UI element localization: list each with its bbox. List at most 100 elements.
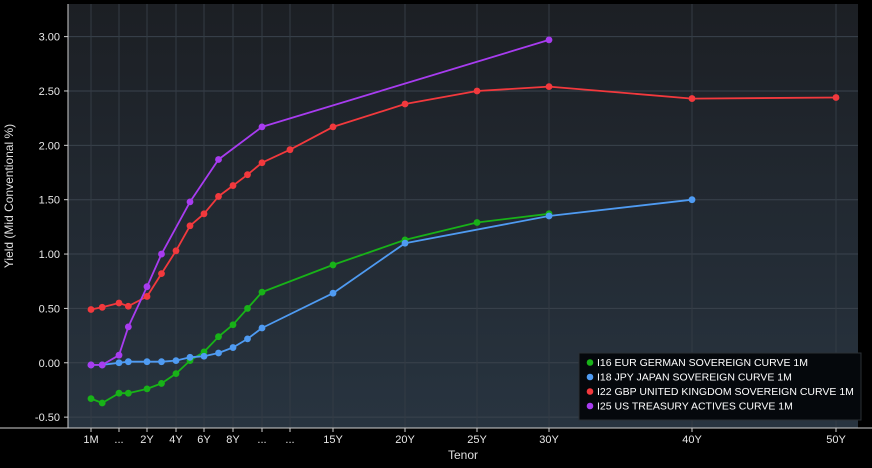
x-tick-label: 50Y: [826, 434, 846, 446]
data-point: [258, 159, 266, 167]
legend-swatch: [586, 373, 594, 381]
y-tick-label: 0.00: [39, 358, 60, 370]
series-1: [87, 210, 553, 407]
data-point: [186, 198, 194, 206]
data-point: [244, 335, 251, 343]
data-point: [172, 357, 180, 364]
legend-label: I18 JPY JAPAN SOVEREIGN CURVE 1M: [597, 372, 792, 384]
x-tick-label: 25Y: [467, 434, 487, 446]
series-line: [90, 85, 837, 311]
data-point: [186, 222, 194, 230]
x-tick-label: ...: [114, 434, 123, 446]
data-point: [229, 344, 237, 351]
data-point: [688, 95, 696, 102]
data-point: [87, 306, 95, 313]
data-point: [87, 395, 95, 403]
data-point: [172, 247, 180, 255]
x-tick-label: 4Y: [169, 434, 183, 446]
data-point: [329, 123, 337, 131]
data-point: [401, 239, 409, 247]
data-point: [143, 385, 151, 393]
data-point: [172, 370, 180, 378]
y-tick-label: 3.00: [39, 32, 60, 44]
data-point: [473, 219, 481, 226]
axes: -0.50 0.00 0.50 1.00 1.50 2.00 2.50 3.00 1M... 2Y…: [0, 4, 872, 446]
data-point: [158, 250, 165, 258]
x-tick-label: 20Y: [395, 434, 415, 446]
data-point: [98, 361, 106, 369]
data-point: [124, 323, 132, 331]
data-point: [115, 389, 123, 397]
legend-label: I22 GBP UNITED KINGDOM SOVEREIGN CURVE 1…: [597, 386, 854, 398]
x-tick-label: 30Y: [539, 434, 559, 446]
data-point: [244, 305, 251, 312]
data-point: [832, 94, 840, 101]
data-point: [473, 87, 481, 95]
x-tick-label: 1M: [83, 434, 98, 446]
legend-swatch: [586, 388, 594, 395]
y-tick-label: 2.00: [39, 140, 60, 152]
data-point: [158, 270, 165, 278]
data-point: [229, 182, 237, 189]
series-3: [87, 83, 840, 313]
x-tick-label: 15Y: [323, 434, 343, 446]
x-tick-label: ...: [285, 434, 294, 446]
data-point: [115, 351, 123, 359]
data-point: [286, 146, 294, 154]
data-point: [215, 349, 222, 357]
legend-label: I25 US TREASURY ACTIVES CURVE 1M: [597, 401, 793, 413]
data-point: [329, 261, 337, 269]
data-point: [186, 353, 194, 361]
series-line: [91, 39, 550, 366]
data-point: [98, 303, 106, 311]
series-2: [87, 196, 696, 369]
series-layer: [87, 36, 840, 407]
data-point: [98, 399, 106, 407]
legend-label: I16 EUR GERMAN SOVEREIGN CURVE 1M: [597, 357, 808, 369]
data-point: [244, 171, 251, 179]
data-point: [545, 83, 553, 91]
y-tick-label: 2.50: [39, 86, 60, 98]
data-point: [401, 100, 409, 108]
data-point: [545, 212, 553, 220]
x-tick-label: 6Y: [197, 434, 211, 446]
data-point: [87, 361, 95, 369]
data-point: [200, 352, 208, 360]
x-tick-label: 40Y: [682, 434, 702, 446]
data-point: [215, 333, 222, 341]
data-point: [688, 196, 696, 204]
x-tick-label: ...: [257, 434, 266, 446]
data-point: [258, 288, 266, 296]
y-tick-label: 1.00: [39, 249, 60, 261]
data-point: [115, 359, 123, 367]
legend: I16 EUR GERMAN SOVEREIGN CURVE 1M I18 JPY…: [578, 352, 862, 421]
y-tick-label: -0.50: [35, 412, 60, 424]
x-axis-title: Tenor: [448, 448, 478, 462]
data-point: [143, 293, 151, 300]
grid-lines: [68, 4, 858, 428]
legend-box: [578, 352, 862, 421]
data-point: [115, 299, 123, 307]
data-point: [124, 302, 132, 310]
y-tick-label: 1.50: [39, 195, 60, 207]
legend-swatch: [586, 359, 594, 366]
data-point: [258, 123, 266, 131]
data-point: [329, 289, 337, 297]
data-point: [124, 358, 132, 366]
x-tick-label: 8Y: [226, 434, 240, 446]
data-point: [124, 389, 132, 397]
data-point: [215, 156, 222, 163]
data-point: [215, 193, 222, 200]
legend-swatch: [586, 402, 594, 410]
y-tick-label: 0.50: [39, 303, 60, 315]
data-point: [545, 36, 553, 44]
data-point: [158, 358, 165, 366]
data-point: [143, 283, 151, 291]
data-point: [143, 358, 151, 366]
data-point: [158, 380, 165, 387]
series-4: [87, 36, 553, 369]
y-axis-title: Yield (Mid Conventional %): [2, 124, 16, 268]
data-point: [258, 324, 266, 332]
